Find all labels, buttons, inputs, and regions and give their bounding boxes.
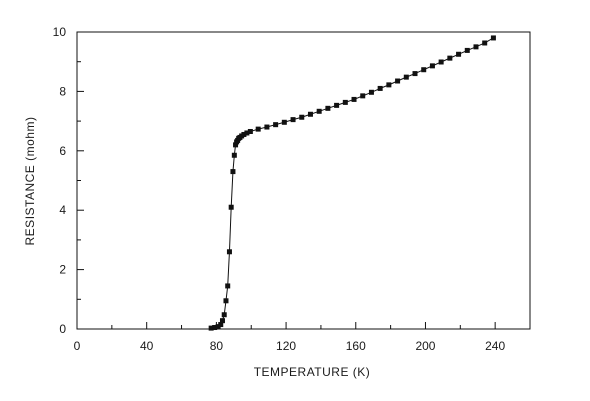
data-point — [218, 322, 224, 328]
data-point — [368, 89, 374, 95]
data-point — [264, 124, 270, 130]
data-point — [360, 93, 366, 99]
y-tick-label: 6 — [59, 144, 66, 158]
plot-border — [76, 31, 531, 330]
data-point — [299, 114, 305, 120]
data-point — [307, 111, 313, 117]
data-point — [231, 152, 237, 158]
data-point — [429, 63, 435, 69]
data-point — [225, 283, 231, 289]
data-point — [215, 324, 221, 330]
y-tick-label: 2 — [59, 263, 66, 277]
data-point — [219, 318, 225, 324]
data-point — [421, 67, 427, 73]
series-line — [211, 37, 494, 329]
x-tick-label: 160 — [346, 339, 366, 353]
data-point — [456, 51, 462, 57]
data-point — [482, 40, 488, 46]
y-axis-ticks: 0 2 4 6 8 10 — [53, 25, 84, 336]
data-point — [464, 47, 470, 53]
data-point — [316, 108, 322, 114]
x-tick-label: 0 — [74, 339, 81, 353]
data-point — [438, 59, 444, 65]
data-point — [226, 249, 232, 255]
x-tick-label: 200 — [415, 339, 435, 353]
y-tick-label: 0 — [59, 322, 66, 336]
data-point — [212, 325, 218, 331]
data-point — [377, 85, 383, 91]
data-point — [221, 312, 227, 318]
data-point — [412, 71, 418, 77]
data-point — [247, 128, 253, 134]
data-point — [386, 82, 392, 88]
series-markers — [208, 35, 496, 331]
plot-frame — [76, 31, 531, 330]
y-tick-label: 4 — [59, 203, 66, 217]
y-axis-label: RESISTANCE (mohm) — [23, 117, 37, 246]
x-tick-label: 240 — [485, 339, 505, 353]
data-point — [255, 126, 261, 132]
x-axis-ticks: 0 40 80 120 160 200 240 — [74, 322, 531, 353]
x-tick-label: 120 — [276, 339, 296, 353]
data-point — [223, 298, 229, 304]
data-point — [228, 204, 234, 210]
x-axis-label: TEMPERATURE (K) — [254, 365, 371, 379]
data-point — [490, 35, 496, 41]
data-point — [395, 78, 401, 84]
data-point — [290, 117, 296, 123]
data-point — [342, 99, 348, 105]
data-point — [230, 169, 236, 175]
data-point — [325, 105, 331, 111]
data-point — [351, 96, 357, 102]
y-tick-label: 8 — [59, 84, 66, 98]
y-tick-label: 10 — [53, 25, 67, 39]
data-point — [241, 131, 247, 137]
data-point — [447, 55, 453, 61]
data-point — [208, 325, 214, 331]
data-point — [334, 102, 340, 108]
x-tick-label: 80 — [210, 339, 224, 353]
data-point — [281, 119, 287, 125]
data-point — [473, 44, 479, 50]
data-point — [273, 122, 279, 128]
data-point — [244, 130, 250, 136]
x-tick-label: 40 — [140, 339, 154, 353]
data-point — [403, 74, 409, 80]
data-point — [233, 142, 239, 148]
